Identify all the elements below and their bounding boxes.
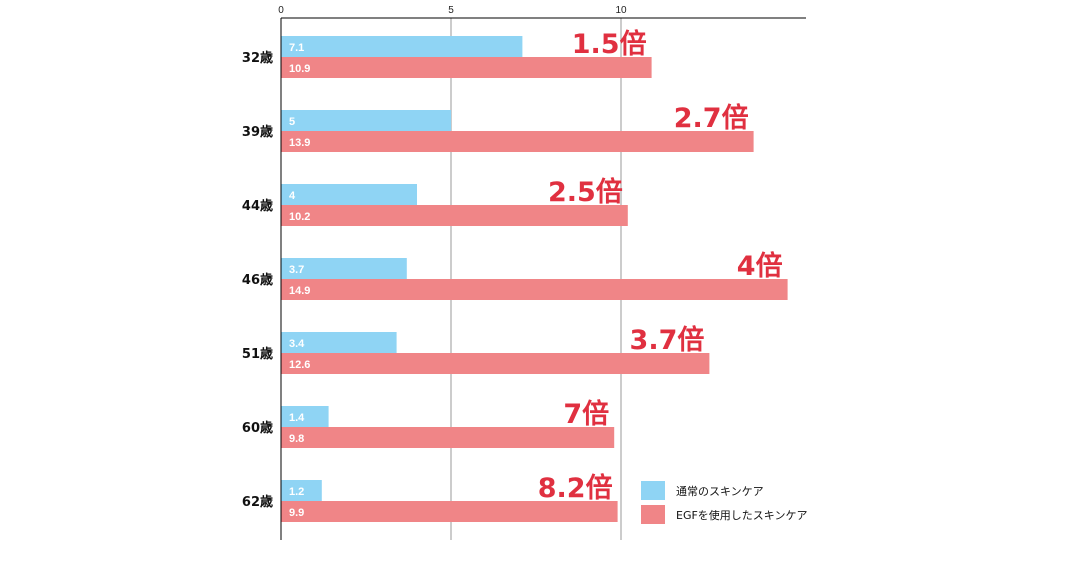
ratio-annotation: 1.5倍	[572, 28, 647, 60]
bar-normal-skincare	[281, 406, 329, 427]
ratio-annotation: 2.5倍	[548, 176, 623, 208]
x-tick-label: 5	[448, 5, 454, 16]
bar-egf-skincare	[281, 57, 652, 78]
bar-normal-skincare	[281, 332, 397, 353]
y-category-label: 46歳	[242, 272, 273, 288]
bar-normal-skincare	[281, 184, 417, 205]
bar-value-label: 1.4	[289, 412, 305, 424]
y-category-label: 44歳	[242, 198, 273, 214]
legend-swatch	[641, 481, 665, 500]
bar-value-label: 7.1	[289, 42, 304, 54]
bar-value-label: 1.2	[289, 486, 304, 498]
y-category-label: 62歳	[242, 494, 273, 510]
y-category-label: 39歳	[242, 124, 273, 140]
axis-layer	[280, 17, 806, 540]
bar-normal-skincare	[281, 258, 407, 279]
ratio-annotation: 8.2倍	[538, 472, 613, 504]
legend-swatch	[641, 505, 665, 524]
ratio-annotation: 7倍	[563, 398, 609, 430]
bar-normal-skincare	[281, 480, 322, 501]
y-category-label: 60歳	[242, 420, 273, 436]
bar-egf-skincare	[281, 279, 788, 300]
bar-value-label: 14.9	[289, 285, 310, 297]
bar-value-label: 12.6	[289, 359, 310, 371]
bar-value-label: 10.9	[289, 63, 310, 75]
bar-value-label: 4	[289, 190, 296, 202]
legend-label: 通常のスキンケア	[676, 485, 764, 498]
bar-value-label: 9.8	[289, 433, 304, 445]
y-category-label: 51歳	[242, 346, 273, 362]
ratio-annotation: 3.7倍	[630, 324, 705, 356]
x-tick-label: 10	[615, 5, 627, 16]
bars-layer	[281, 36, 788, 522]
bar-egf-skincare	[281, 205, 628, 226]
bar-value-label: 10.2	[289, 211, 310, 223]
y-category-label: 32歳	[242, 50, 273, 66]
legend: 通常のスキンケア EGFを使用したスキンケア	[641, 481, 807, 524]
bar-normal-skincare	[281, 36, 523, 57]
bar-value-label: 13.9	[289, 137, 310, 149]
bar-normal-skincare	[281, 110, 451, 131]
bar-egf-skincare	[281, 427, 615, 448]
ratio-annotation: 4倍	[737, 250, 783, 282]
legend-label: EGFを使用したスキンケア	[676, 509, 807, 522]
labels-layer: 0 5 10 7.1 10.9 32歳 1.5倍 5 13.9 39歳 2.7倍 4 10.2 44歳 2.…	[242, 5, 783, 519]
ratio-annotation: 2.7倍	[674, 102, 749, 134]
bar-egf-skincare	[281, 353, 710, 374]
bar-egf-skincare	[281, 131, 754, 152]
bar-egf-skincare	[281, 501, 618, 522]
bar-value-label: 3.7	[289, 264, 304, 276]
bar-value-label: 3.4	[289, 338, 305, 350]
bar-value-label: 9.9	[289, 507, 304, 519]
bar-value-label: 5	[289, 116, 295, 128]
x-tick-label: 0	[278, 5, 284, 16]
